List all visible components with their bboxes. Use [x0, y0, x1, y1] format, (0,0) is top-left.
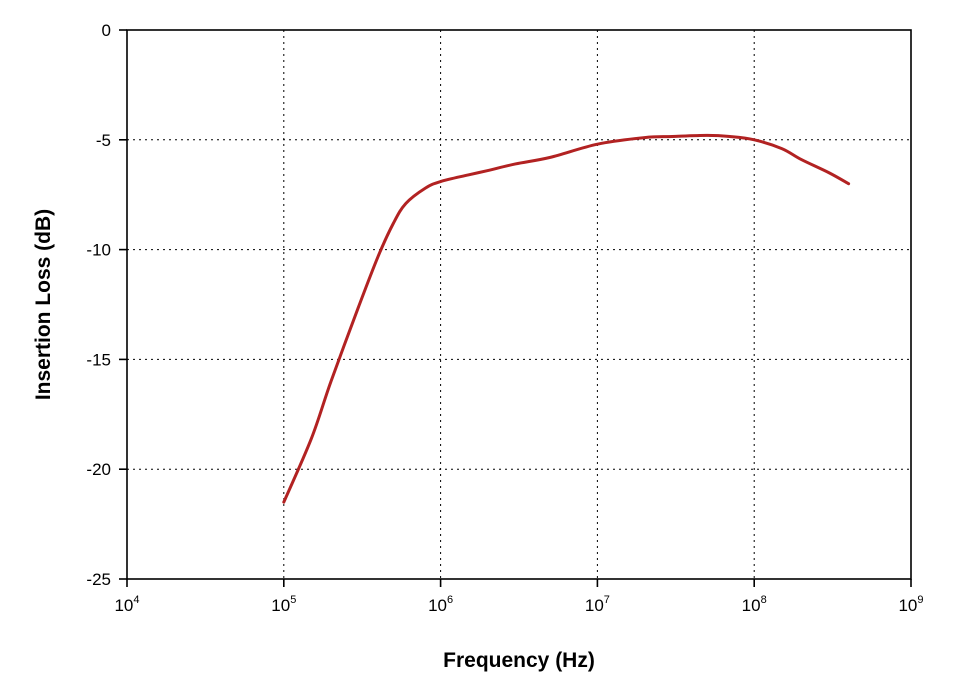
x-axis-title: Frequency (Hz) [443, 649, 595, 672]
y-tick-label: 0 [102, 21, 111, 40]
y-axis-title: Insertion Loss (dB) [32, 209, 55, 400]
axis-ticks [119, 29, 912, 587]
x-tick-label: 108 [742, 594, 767, 615]
x-tick-base: 10 [271, 596, 290, 615]
x-tick-base: 10 [585, 596, 604, 615]
plot-frame [126, 29, 912, 580]
x-tick-labels: 104 105 106 107 108 109 [114, 594, 923, 615]
x-tick-exponent: 7 [604, 594, 610, 606]
x-tick-base: 10 [898, 596, 917, 615]
y-tick-labels: 0 -5 -10 -15 -20 -25 [86, 21, 111, 589]
x-tick-exponent: 9 [917, 594, 923, 606]
x-tick-base: 10 [742, 596, 761, 615]
x-tick-label: 105 [271, 594, 296, 615]
x-tick-label: 104 [114, 594, 139, 615]
x-tick-base: 10 [114, 596, 133, 615]
y-tick-label: -10 [86, 241, 111, 260]
x-tick-label: 107 [585, 594, 610, 615]
y-tick-label: -20 [86, 460, 111, 479]
x-tick-base: 10 [428, 596, 447, 615]
x-tick-exponent: 6 [447, 594, 453, 606]
y-tick-label: -15 [86, 350, 111, 369]
y-tick-label: -25 [86, 570, 111, 589]
x-tick-exponent: 8 [761, 594, 767, 606]
x-tick-label: 106 [428, 594, 453, 615]
x-tick-exponent: 4 [133, 594, 139, 606]
series-group [282, 133, 851, 504]
y-tick-label: -5 [96, 131, 111, 150]
x-tick-label: 109 [898, 594, 923, 615]
grid-lines [127, 30, 911, 579]
x-tick-exponent: 5 [290, 594, 296, 606]
series-line [282, 133, 851, 504]
